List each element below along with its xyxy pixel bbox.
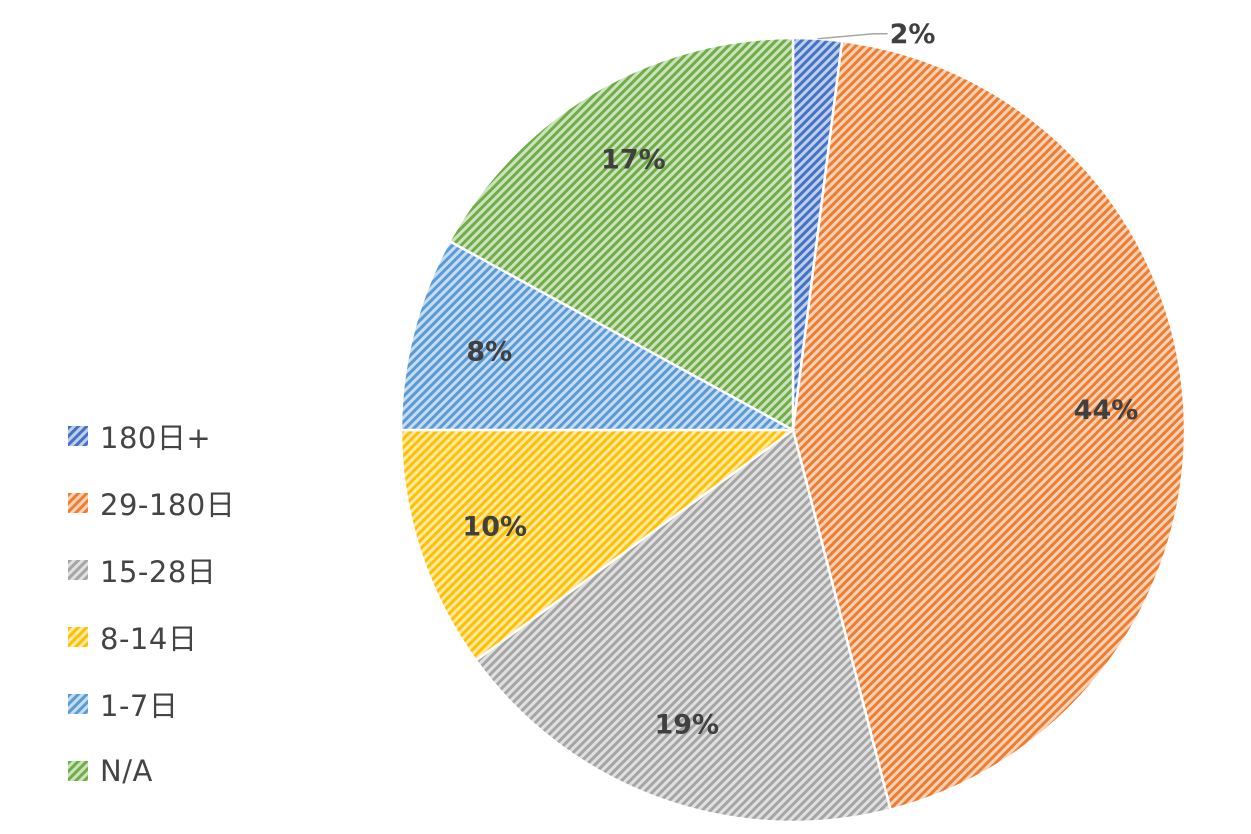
data-label-1-7: 8% [466, 337, 512, 368]
data-label-n-a: 17% [601, 145, 666, 176]
pie-slice-8-14 [399, 428, 797, 663]
legend-label: N/A [100, 753, 153, 788]
legend-swatch [68, 626, 88, 647]
pie-slices [399, 36, 1187, 824]
legend-label: 1-7日 [100, 688, 179, 723]
legend-swatch [68, 760, 88, 781]
pie-slice-n-a [447, 36, 795, 433]
data-label-29-180: 44% [1074, 395, 1139, 426]
legend-swatch [68, 425, 88, 446]
pie-slice-29-180 [791, 39, 1187, 812]
data-label-180: 2% [890, 19, 936, 50]
legend-item-15-28: 15-28日 [68, 536, 235, 603]
pie-slice-1-7 [399, 239, 794, 432]
pie-slice-15-28 [474, 427, 893, 824]
legend-item-n-a: N/A [68, 737, 235, 804]
leader-lines [817, 33, 888, 40]
data-labels: 2% 44% 19% 10% 8% 17% [462, 19, 1138, 741]
legend-swatch [68, 559, 88, 580]
data-label-8-14: 10% [462, 511, 527, 542]
legend: 180日+ 29-180日 15-28日 8-14日 1-7日 N/A [68, 402, 235, 804]
legend-item-180: 180日+ [68, 402, 235, 469]
legend-label: 180日+ [100, 420, 212, 455]
legend-item-1-7: 1-7日 [68, 670, 235, 737]
leader-line-180 [817, 33, 888, 40]
data-label-15-28: 19% [654, 710, 719, 741]
legend-label: 29-180日 [100, 487, 236, 522]
legend-item-8-14: 8-14日 [68, 603, 235, 670]
legend-label: 8-14日 [100, 621, 198, 656]
legend-label: 15-28日 [100, 554, 217, 589]
legend-swatch [68, 693, 88, 714]
legend-item-29-180: 29-180日 [68, 469, 235, 536]
legend-swatch [68, 492, 88, 513]
